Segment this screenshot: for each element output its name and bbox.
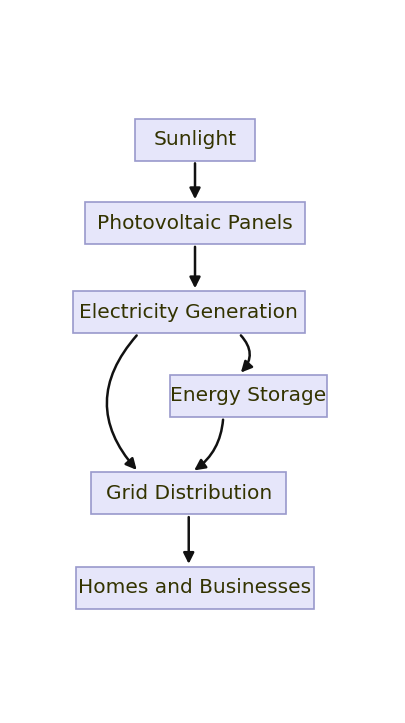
FancyBboxPatch shape xyxy=(76,567,314,609)
FancyBboxPatch shape xyxy=(72,291,305,333)
FancyBboxPatch shape xyxy=(170,375,327,416)
Text: Homes and Businesses: Homes and Businesses xyxy=(79,578,311,597)
FancyBboxPatch shape xyxy=(85,202,305,244)
FancyBboxPatch shape xyxy=(92,472,286,514)
Text: Electricity Generation: Electricity Generation xyxy=(79,303,298,322)
FancyBboxPatch shape xyxy=(135,119,255,161)
Text: Grid Distribution: Grid Distribution xyxy=(106,484,272,502)
Text: Sunlight: Sunlight xyxy=(153,130,237,149)
Text: Photovoltaic Panels: Photovoltaic Panels xyxy=(97,214,293,233)
Text: Energy Storage: Energy Storage xyxy=(170,386,326,405)
